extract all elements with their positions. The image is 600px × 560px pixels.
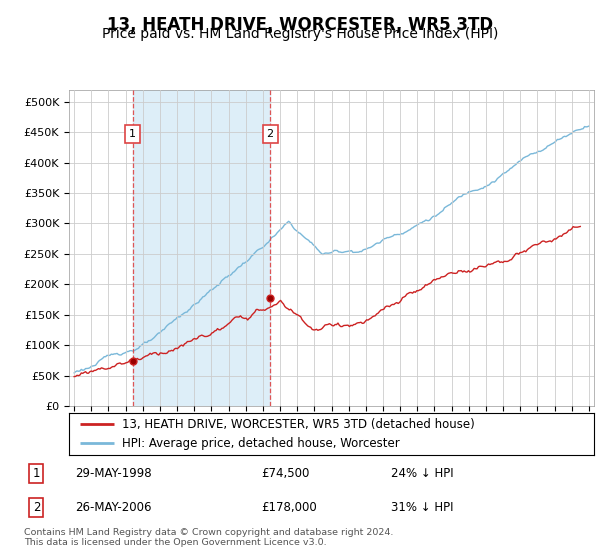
Text: Price paid vs. HM Land Registry's House Price Index (HPI): Price paid vs. HM Land Registry's House …: [102, 27, 498, 41]
Text: 31% ↓ HPI: 31% ↓ HPI: [391, 501, 453, 514]
Text: 2: 2: [32, 501, 40, 514]
Text: 13, HEATH DRIVE, WORCESTER, WR5 3TD (detached house): 13, HEATH DRIVE, WORCESTER, WR5 3TD (det…: [121, 418, 474, 431]
Text: 29-MAY-1998: 29-MAY-1998: [75, 467, 151, 480]
Text: 1: 1: [130, 129, 136, 139]
Text: £74,500: £74,500: [261, 467, 309, 480]
Text: HPI: Average price, detached house, Worcester: HPI: Average price, detached house, Worc…: [121, 437, 399, 450]
Text: £178,000: £178,000: [261, 501, 317, 514]
Text: 2: 2: [266, 129, 274, 139]
Text: 26-MAY-2006: 26-MAY-2006: [75, 501, 151, 514]
Bar: [133, 90, 270, 406]
Text: 13, HEATH DRIVE, WORCESTER, WR5 3TD: 13, HEATH DRIVE, WORCESTER, WR5 3TD: [107, 16, 493, 34]
Text: 1: 1: [32, 467, 40, 480]
Text: Contains HM Land Registry data © Crown copyright and database right 2024.
This d: Contains HM Land Registry data © Crown c…: [24, 528, 394, 547]
Text: 24% ↓ HPI: 24% ↓ HPI: [391, 467, 453, 480]
